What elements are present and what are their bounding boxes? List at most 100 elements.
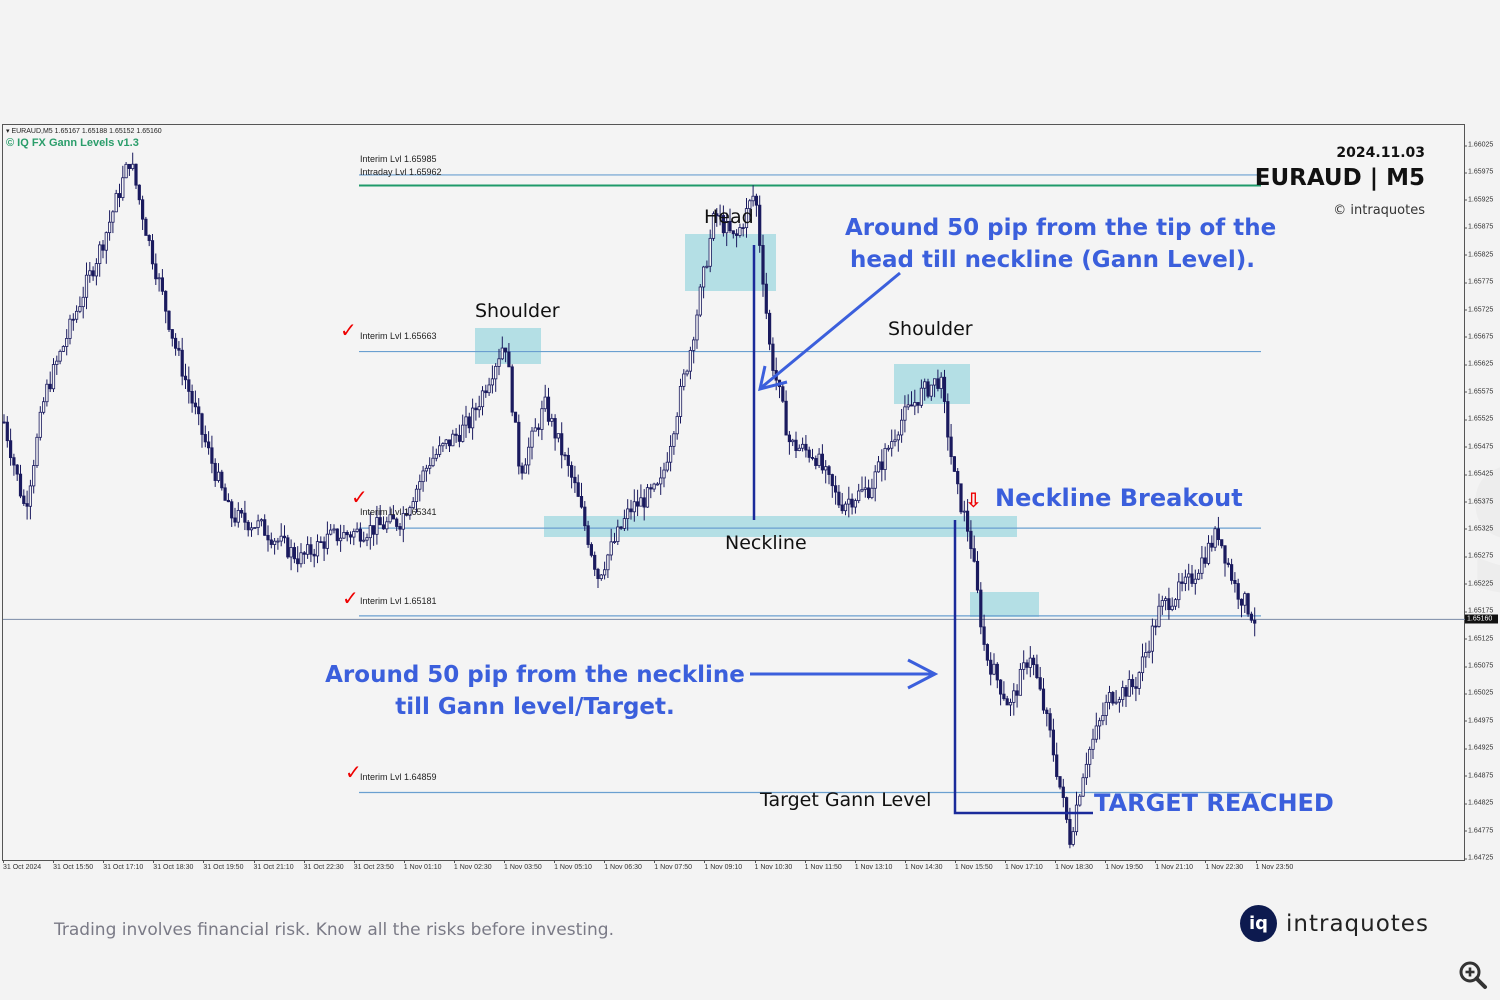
candle-body xyxy=(692,339,696,351)
candle-body xyxy=(715,213,719,217)
candle-body xyxy=(616,526,620,542)
candle-body xyxy=(860,489,864,492)
candle-body xyxy=(1098,720,1102,727)
candle-body xyxy=(698,286,702,316)
label-head: Head xyxy=(704,206,754,228)
candle-body xyxy=(546,396,551,422)
candle-body xyxy=(787,434,792,443)
indicator-name: © IQ FX Gann Levels v1.3 xyxy=(6,137,139,149)
candle-body xyxy=(1074,804,1079,833)
candle-body xyxy=(12,457,16,466)
x-tick: 1 Nov 23:50 xyxy=(1255,860,1294,871)
candle-body xyxy=(629,508,633,513)
candle-body xyxy=(1160,600,1164,607)
candle-body xyxy=(1012,690,1016,703)
candle-body xyxy=(586,525,590,545)
ohlc-header[interactable]: ▾ EURAUD,M5 1.65167 1.65188 1.65152 1.65… xyxy=(6,128,162,135)
candle-body xyxy=(1150,625,1154,652)
candle-body xyxy=(233,517,237,523)
candle-body xyxy=(88,270,92,276)
candle-body xyxy=(959,483,963,513)
candle-body xyxy=(395,518,399,527)
candle-body xyxy=(226,499,230,503)
candle-body xyxy=(101,244,105,251)
label-target-gann-level: Target Gann Level xyxy=(760,789,932,811)
candle-body xyxy=(345,532,349,536)
candle-body xyxy=(702,266,706,288)
arrow-head-note xyxy=(761,271,901,389)
time-axis[interactable]: 31 Oct 2024 31 Oct 15:50 31 Oct 17:10 31 Oc… xyxy=(0,860,1465,877)
candle-body xyxy=(1223,545,1227,564)
brand[interactable]: iq intraquotes xyxy=(1240,905,1429,942)
candle-body xyxy=(1104,701,1108,716)
y-tick: 1.64975 xyxy=(1463,717,1494,725)
price-axis[interactable]: 1.66025 1.65975 1.65925 1.65875 1.65825 1.657… xyxy=(1463,124,1500,862)
candle-body xyxy=(1213,528,1217,548)
candle-body xyxy=(695,314,699,341)
x-tick: 31 Oct 17:10 xyxy=(103,860,144,871)
candle-body xyxy=(540,408,544,430)
candle-body xyxy=(764,283,768,314)
chart-symbol: EURAUD | M5 xyxy=(1254,165,1425,191)
y-tick: 1.64725 xyxy=(1463,854,1494,862)
candle-body xyxy=(173,337,178,349)
candle-body xyxy=(1206,542,1211,564)
candle-body xyxy=(279,535,283,542)
candle-body xyxy=(286,537,290,558)
candle-body xyxy=(1183,576,1187,584)
candle-body xyxy=(305,544,310,555)
x-tick: 31 Oct 15:50 xyxy=(53,860,94,871)
y-tick: 1.64775 xyxy=(1463,827,1494,835)
candle-body xyxy=(748,200,752,209)
y-tick: 1.65775 xyxy=(1463,278,1494,286)
candle-body xyxy=(65,338,69,347)
candle-body xyxy=(929,384,933,397)
candle-body xyxy=(999,679,1003,695)
candle-body xyxy=(725,220,729,234)
candle-body xyxy=(190,390,194,404)
candle-body xyxy=(1068,818,1072,845)
label-target-reached: TARGET REACHED xyxy=(1094,789,1334,817)
candle-body xyxy=(863,487,867,490)
x-tick: 1 Nov 19:50 xyxy=(1105,860,1143,871)
zoom-in-button[interactable] xyxy=(1458,960,1488,990)
y-tick: 1.65475 xyxy=(1463,443,1494,451)
candle-body xyxy=(48,383,52,390)
candle-body xyxy=(411,501,415,509)
candle-body xyxy=(117,193,122,198)
x-tick: 1 Nov 01:10 xyxy=(403,860,442,871)
candle-body xyxy=(1134,686,1138,689)
candle-body xyxy=(216,471,221,481)
level-label-interim-4: Interim Lvl 1.65181 xyxy=(360,596,437,606)
candle-body xyxy=(180,349,184,377)
candle-body xyxy=(1045,709,1049,715)
candle-body xyxy=(969,530,973,550)
candle-body xyxy=(560,433,564,456)
candle-body xyxy=(424,467,429,472)
candle-body xyxy=(81,296,85,308)
candle-body xyxy=(1015,690,1019,696)
candle-body xyxy=(520,465,524,474)
candle-body xyxy=(570,465,574,478)
candle-body xyxy=(1180,581,1184,584)
candle-body xyxy=(500,347,504,360)
candle-body xyxy=(1187,573,1191,578)
x-tick: 1 Nov 17:10 xyxy=(1005,860,1043,871)
target-measure-line xyxy=(953,520,1093,815)
candle-body xyxy=(1028,657,1032,668)
candle-body xyxy=(721,215,726,234)
candle-body xyxy=(1022,662,1026,670)
candle-body xyxy=(1167,598,1171,610)
arrowhead-icon xyxy=(758,365,788,392)
candle-body xyxy=(1094,725,1098,740)
candle-body xyxy=(398,526,402,530)
y-tick: 1.65375 xyxy=(1463,498,1494,505)
candle-body xyxy=(220,471,224,489)
y-tick: 1.65625 xyxy=(1463,360,1494,368)
candle-body xyxy=(655,483,660,486)
candle-body xyxy=(804,443,808,451)
candle-body xyxy=(266,534,270,541)
candle-body xyxy=(682,373,686,387)
candle-body xyxy=(1035,664,1039,679)
candle-body xyxy=(1157,605,1161,627)
